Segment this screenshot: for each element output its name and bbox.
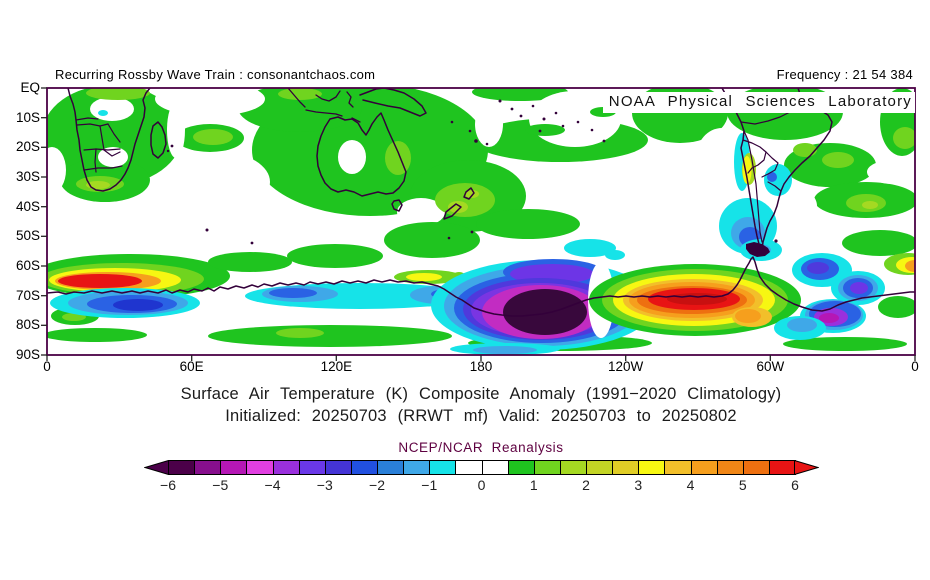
y-axis-label: 30S <box>15 169 40 184</box>
madagascar-coastline <box>150 121 167 159</box>
colorbar-cell <box>194 460 222 475</box>
colorbar-cell <box>220 460 248 475</box>
tierra-del-fuego <box>746 242 770 257</box>
warm-blob-south-of-africa <box>47 253 915 295</box>
misc-cold-details <box>98 110 560 355</box>
new-zealand-south-island <box>443 203 462 220</box>
figure-subtitle: Initialized: 20250703 (RRWT mf) Valid: 2… <box>225 407 737 425</box>
colorbar-label: NCEP/NCAR Reanalysis <box>398 440 564 455</box>
y-axis-label: EQ <box>20 80 40 95</box>
colorbar-cell <box>690 460 718 475</box>
colorbar-tick-label: −4 <box>264 477 281 493</box>
x-axis-label: 60E <box>179 359 204 374</box>
colorbar-cell <box>168 460 196 475</box>
y-axis-label: 20S <box>15 139 40 155</box>
africa-borders <box>75 117 123 173</box>
y-axis-label: 50S <box>15 228 40 244</box>
y-axis-ticks <box>41 87 47 356</box>
colorbar-cell <box>612 460 640 475</box>
colorbar-cell <box>559 460 587 475</box>
x-axis-label: 180 <box>469 359 493 374</box>
colorbar-left-arrow <box>144 460 169 475</box>
figure-title: Surface Air Temperature (K) Composite An… <box>180 385 782 403</box>
south-america-borders <box>740 111 791 243</box>
colorbar-cell <box>403 460 431 475</box>
x-axis-ticks <box>46 355 916 361</box>
colorbar-cell <box>768 460 796 475</box>
colorbar-tick-label: 5 <box>738 477 747 493</box>
header-left-text: Recurring Rossby Wave Train : consonantc… <box>55 67 376 82</box>
colorbar-tick-label: 6 <box>791 477 799 493</box>
colorbar-cell <box>507 460 535 475</box>
colorbar-cell <box>455 460 483 475</box>
x-axis-label: 0 <box>43 359 51 374</box>
y-axis-label: 70S <box>15 287 40 303</box>
colorbar-tick-label: 4 <box>686 477 695 493</box>
colorbar-tick-label: 3 <box>634 477 643 493</box>
colorbar-tick-label: 1 <box>529 477 538 493</box>
colorbar-tick-label: −5 <box>212 477 229 493</box>
colorbar-cell <box>246 460 274 475</box>
colorbar-cell <box>742 460 770 475</box>
colorbar-cell <box>716 460 744 475</box>
colorbar-cell <box>586 460 614 475</box>
x-axis-label: 120W <box>608 359 644 374</box>
colorbar-tick-label: −3 <box>316 477 333 493</box>
y-axis-label: 90S <box>15 347 40 362</box>
africa-coastline <box>67 88 151 192</box>
colorbar-cell <box>481 460 509 475</box>
colorbar-cell <box>429 460 457 475</box>
colorbar-tick-label: −6 <box>160 477 176 493</box>
y-axis-label: 40S <box>15 198 40 214</box>
weddell-cold-pockets <box>774 253 885 340</box>
y-axis-label: 80S <box>15 317 40 333</box>
colorbar-cell <box>377 460 405 475</box>
y-axis-label: 60S <box>15 258 40 273</box>
colorbar-tick-label: −1 <box>421 477 438 493</box>
colorbar-tick-label: 2 <box>582 477 590 493</box>
x-axis-label: 60W <box>756 359 785 374</box>
small-islands <box>166 99 778 257</box>
colorbar-cell <box>664 460 692 475</box>
antarctica-coastline <box>47 256 915 317</box>
colorbar-cell <box>638 460 666 475</box>
colorbar-cell <box>324 460 352 475</box>
colorbar-right-arrow <box>794 460 819 475</box>
x-axis-label: 0 <box>911 359 919 374</box>
colorbar-cell <box>533 460 561 475</box>
org-label: NOAA Physical Sciences Laboratory <box>608 93 912 110</box>
header-frequency-text: Frequency : 21 54 384 <box>776 67 913 82</box>
cold-pocket-atlantic-indian-coast <box>50 288 200 318</box>
colorbar-cell <box>272 460 300 475</box>
x-axis-label: 120E <box>320 359 353 374</box>
tasmania-coastline <box>391 199 403 212</box>
near-zero-white-gaps <box>47 88 915 236</box>
amundsen-warm-blob <box>589 264 801 336</box>
colorbar-tick-label: 0 <box>477 477 486 493</box>
org-watermark: NOAA Physical Sciences Laboratory <box>602 92 915 113</box>
y-axis-label: 10S <box>15 109 40 125</box>
australia-coastline <box>316 112 407 197</box>
colorbar-cell <box>350 460 378 475</box>
colorbar-cells <box>168 460 796 475</box>
new-zealand-north-island <box>463 187 475 200</box>
colorbar-tick-label: −2 <box>369 477 385 493</box>
colorbar-cell <box>298 460 326 475</box>
indonesia-coastlines <box>287 88 361 123</box>
